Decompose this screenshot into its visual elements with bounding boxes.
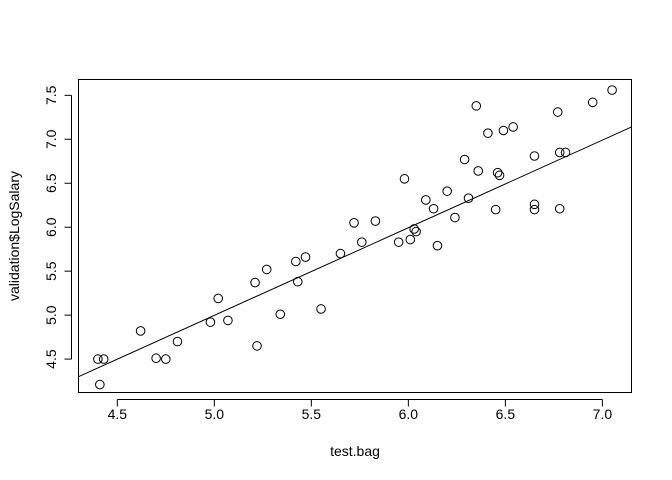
data-point-20 bbox=[349, 218, 359, 228]
x-tick-label-5.0: 5.0 bbox=[205, 406, 225, 422]
y-axis-title: validation$LogSalary bbox=[6, 171, 22, 301]
data-point-28 bbox=[421, 195, 431, 205]
data-point-2 bbox=[98, 354, 109, 364]
y-tick-label-7.0: 7.0 bbox=[43, 129, 59, 149]
data-point-5 bbox=[151, 353, 161, 364]
x-tick-label-6.0: 6.0 bbox=[399, 406, 419, 422]
data-point-25 bbox=[405, 234, 416, 245]
data-point-9 bbox=[213, 293, 224, 304]
data-point-6 bbox=[161, 354, 171, 364]
data-point-39 bbox=[492, 167, 503, 178]
x-axis: 4.5 5.0 5.5 6.0 6.5 7.0 bbox=[108, 399, 613, 422]
data-point-17 bbox=[300, 252, 311, 262]
y-tick-label-7.5: 7.5 bbox=[43, 85, 59, 105]
data-point-30 bbox=[432, 240, 443, 251]
plot-frame bbox=[78, 79, 632, 393]
data-point-8 bbox=[205, 317, 216, 327]
data-point-41 bbox=[498, 125, 509, 136]
y-tick-label-6.0: 6.0 bbox=[43, 217, 59, 237]
data-point-16 bbox=[292, 276, 303, 287]
data-point-7 bbox=[172, 336, 183, 347]
data-point-32 bbox=[450, 212, 460, 223]
data-point-31 bbox=[442, 186, 452, 196]
x-tick-label-4.5: 4.5 bbox=[108, 406, 128, 422]
data-point-14 bbox=[275, 309, 286, 320]
data-point-34 bbox=[463, 193, 474, 203]
data-point-42 bbox=[508, 122, 518, 132]
data-point-19 bbox=[335, 248, 346, 259]
y-tick-label-5.0: 5.0 bbox=[43, 305, 59, 325]
data-point-4 bbox=[135, 326, 146, 336]
data-point-10 bbox=[223, 315, 233, 326]
data-point-22 bbox=[370, 216, 381, 226]
data-point-38 bbox=[490, 204, 501, 215]
data-point-33 bbox=[459, 154, 470, 165]
data-points bbox=[93, 85, 617, 390]
data-point-37 bbox=[483, 128, 493, 138]
data-point-11 bbox=[250, 277, 260, 288]
data-point-27 bbox=[411, 226, 421, 237]
x-axis-title: test.bag bbox=[330, 443, 380, 459]
data-point-15 bbox=[291, 256, 301, 267]
data-point-29 bbox=[428, 203, 439, 214]
data-point-18 bbox=[316, 304, 326, 314]
data-point-23 bbox=[393, 237, 404, 247]
x-tick-label-6.5: 6.5 bbox=[496, 406, 516, 422]
data-point-40 bbox=[494, 170, 505, 181]
data-point-12 bbox=[252, 341, 262, 351]
data-point-21 bbox=[356, 237, 367, 247]
y-tick-label-6.5: 6.5 bbox=[43, 173, 59, 193]
data-point-26 bbox=[409, 224, 419, 234]
data-point-48 bbox=[554, 203, 565, 214]
data-point-47 bbox=[554, 147, 565, 158]
data-point-45 bbox=[529, 204, 540, 215]
data-point-46 bbox=[552, 107, 563, 117]
data-point-3 bbox=[95, 379, 105, 390]
data-point-1 bbox=[93, 354, 103, 364]
data-point-24 bbox=[399, 174, 410, 184]
x-tick-label-5.5: 5.5 bbox=[302, 406, 322, 422]
data-point-44 bbox=[529, 199, 540, 210]
y-axis: 4.5 5.0 5.5 6.0 6.5 7.0 7.5 bbox=[43, 85, 72, 369]
data-point-13 bbox=[261, 264, 272, 275]
y-tick-label-5.5: 5.5 bbox=[43, 261, 59, 281]
y-tick-label-4.5: 4.5 bbox=[43, 349, 59, 369]
data-point-43 bbox=[529, 151, 540, 161]
data-point-51 bbox=[607, 85, 617, 95]
x-tick-label-7.0: 7.0 bbox=[593, 406, 613, 422]
data-point-36 bbox=[473, 166, 484, 176]
regression-line bbox=[78, 126, 632, 378]
data-point-50 bbox=[587, 97, 598, 108]
data-point-49 bbox=[560, 147, 571, 158]
data-point-35 bbox=[471, 101, 482, 111]
